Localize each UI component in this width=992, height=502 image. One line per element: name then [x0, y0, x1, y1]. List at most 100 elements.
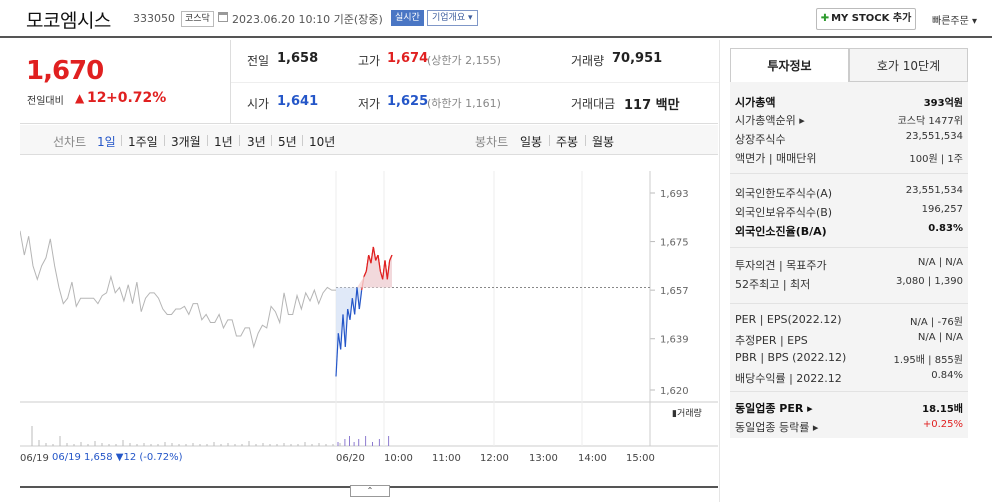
today-line-segment — [370, 246, 374, 264]
x-tick-label: 06/20 — [336, 453, 365, 464]
add-mystock-label: MY STOCK 추가 — [831, 13, 912, 24]
intraday-chart[interactable]: 1,693 1,675 1,657 1,639 1,620 ▮거래량 06/19… — [20, 156, 718, 466]
volume-bars — [31, 426, 390, 446]
datetime-text: 2023.06.20 10:10 기준(장중) — [232, 13, 383, 26]
info-value: 393억원 — [923, 98, 963, 109]
line-chart-label: 선차트 — [53, 135, 87, 149]
info-value: 100원 | 1주 — [909, 154, 963, 165]
info-section-opinion: 투자의견 | 목표주가 N/A | N/A 52주최고 | 최저 3,080 | 1… — [730, 248, 968, 304]
today-line-segment — [351, 298, 356, 315]
divider — [271, 135, 272, 146]
period-5y-tab[interactable]: 5년 — [278, 135, 297, 149]
price-detail-row: 전일 1,658 고가 1,674 (상한가 2,155) 거래량 70,951 — [231, 40, 719, 82]
info-row: 추정PER | EPS N/A | N/A — [735, 332, 963, 350]
collapse-button[interactable]: ⌃ — [350, 485, 390, 497]
investment-info-panel: 투자정보 호가 10단계 시가총액 393억원 시가총액순위 ▸ 코스닥 1477위… — [730, 48, 968, 442]
info-row: 외국인한도주식수(A) 23,551,534 — [735, 185, 963, 203]
quick-order-button[interactable]: 빠른주문 ▾ — [932, 16, 977, 27]
info-value: 23,551,534 — [905, 131, 963, 142]
info-value: 코스닥 1477위 — [897, 116, 963, 127]
info-label: PBR | BPS (2022.12) — [735, 351, 847, 364]
y-tick-label: 1,639 — [660, 335, 689, 346]
price-summary: 1,670 전일대비 ▲ 12 +0.72% 전일 1,658 고가 1,674… — [20, 40, 719, 124]
volume-value: 70,951 — [612, 51, 663, 66]
period-10y-tab[interactable]: 10년 — [309, 135, 336, 149]
info-row: 52주최고 | 최저 3,080 | 1,390 — [735, 276, 963, 294]
x-tick-label: 15:00 — [626, 453, 655, 464]
info-label: 동일업종 등락률 ▸ — [735, 421, 819, 434]
market-badge: 코스닥 — [181, 11, 214, 27]
info-value: N/A | -76원 — [910, 317, 963, 328]
candle-weekly-tab[interactable]: 주봉 — [556, 135, 579, 149]
chart-toolbar: 선차트 1일 1주일 3개월 1년 3년 5년 10년 봉차트 일봉 주봉 월봉 — [20, 125, 718, 155]
x-tick-label: 10:00 — [384, 453, 413, 464]
info-label: 액면가 | 매매단위 — [735, 152, 817, 165]
x-tick-label: 14:00 — [578, 453, 607, 464]
y-tick-label: 1,657 — [660, 286, 689, 297]
today-line-segment — [389, 254, 393, 261]
current-price: 1,670 — [26, 56, 104, 86]
info-row: PBR | BPS (2022.12) 1.95배 | 855원 — [735, 351, 963, 369]
info-row: 배당수익률 | 2022.12 0.84% — [735, 370, 963, 388]
info-row[interactable]: 동일업종 PER ▸ 18.15배 — [735, 400, 963, 418]
x-tick-label: 06/19 — [20, 453, 49, 464]
high-label: 고가 — [358, 54, 381, 68]
low-value: 1,625 — [387, 94, 429, 109]
info-section-industry: 동일업종 PER ▸ 18.15배 동일업종 등락률 ▸ +0.25% — [730, 392, 968, 438]
info-value: 18.15배 — [922, 404, 963, 415]
info-label: 배당수익률 | 2022.12 — [735, 372, 842, 385]
info-row[interactable]: 시가총액순위 ▸ 코스닥 1477위 — [735, 112, 963, 130]
period-1y-tab[interactable]: 1년 — [214, 135, 233, 149]
candle-monthly-tab[interactable]: 월봉 — [592, 135, 615, 149]
low-label: 저가 — [358, 97, 381, 111]
period-3y-tab[interactable]: 3년 — [247, 135, 266, 149]
company-overview-button[interactable]: 기업개요 ▾ — [427, 10, 478, 26]
today-line-segment — [372, 246, 377, 261]
info-row: 투자의견 | 목표주가 N/A | N/A — [735, 257, 963, 275]
info-row: 외국인소진율(B/A) 0.83% — [735, 223, 963, 241]
period-1w-tab[interactable]: 1주일 — [128, 135, 158, 149]
x-tick-label: 11:00 — [432, 453, 461, 464]
x-tick-label: 13:00 — [529, 453, 558, 464]
divider — [239, 135, 240, 146]
prev-day-footer: 06/19 1,658 ▼12 (-0.72%) — [52, 452, 183, 463]
price-series — [20, 230, 650, 377]
info-value: 23,551,534 — [905, 185, 963, 196]
info-row[interactable]: 동일업종 등락률 ▸ +0.25% — [735, 419, 963, 437]
volume-label: 거래량 — [571, 54, 605, 68]
today-line-segment — [377, 254, 381, 272]
calendar-icon — [218, 12, 228, 22]
info-value: 0.84% — [931, 370, 963, 381]
stock-name: 모코엠시스 — [26, 10, 111, 32]
info-label: 외국인소진율(B/A) — [735, 225, 827, 238]
today-line-segment — [349, 298, 353, 320]
today-line-segment — [356, 287, 360, 310]
panel-divider — [719, 40, 720, 502]
candle-daily-tab[interactable]: 일봉 — [520, 135, 543, 149]
period-3m-tab[interactable]: 3개월 — [171, 135, 201, 149]
info-section-foreign: 외국인한도주식수(A) 23,551,534 외국인보유주식수(B) 196,257… — [730, 174, 968, 248]
add-mystock-button[interactable]: ✚ MY STOCK 추가 — [816, 8, 916, 30]
prev-close-label: 전일 — [247, 54, 270, 68]
stock-header: 모코엠시스 333050 코스닥 2023.06.20 10:10 기준(장중)… — [0, 0, 992, 38]
today-line-segment — [342, 314, 346, 347]
info-label: 외국인한도주식수(A) — [735, 187, 833, 200]
info-label: 상장주식수 — [735, 133, 786, 146]
price-detail-grid: 전일 1,658 고가 1,674 (상한가 2,155) 거래량 70,951… — [230, 40, 719, 124]
amount-value: 117 백만 — [624, 98, 680, 113]
tab-order-book[interactable]: 호가 10단계 — [849, 48, 968, 82]
change-value: 12 — [87, 90, 107, 106]
lower-limit: (하한가 1,161) — [427, 97, 501, 110]
today-line-segment — [335, 333, 339, 377]
volume-legend: ▮거래량 — [672, 407, 702, 419]
today-line-segment — [344, 309, 349, 347]
info-value: N/A | N/A — [917, 257, 963, 268]
tab-investment-info[interactable]: 투자정보 — [730, 48, 849, 82]
today-line-segment — [358, 290, 363, 310]
amount-label: 거래대금 — [571, 97, 616, 111]
upper-limit: (상한가 2,155) — [427, 54, 501, 67]
info-value: 0.83% — [928, 223, 963, 234]
divider — [207, 135, 208, 146]
info-row: 상장주식수 23,551,534 — [735, 131, 963, 149]
period-1d-tab[interactable]: 1일 — [97, 135, 116, 149]
